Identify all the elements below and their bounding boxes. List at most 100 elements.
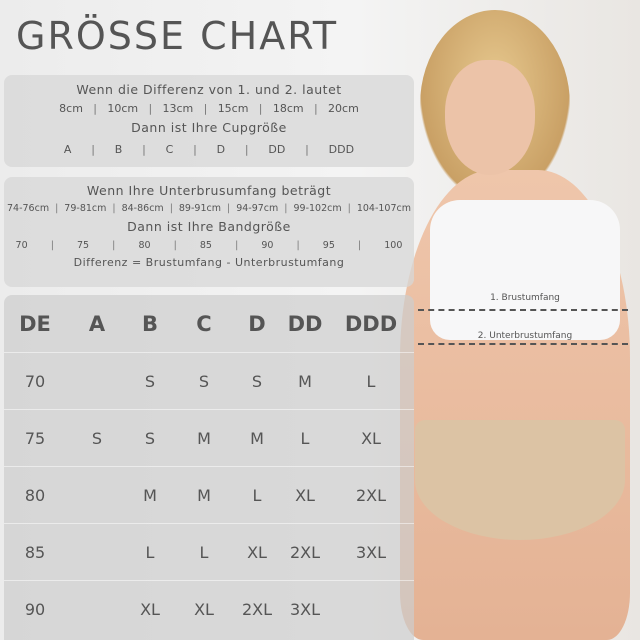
table-cell: S <box>144 371 156 391</box>
difference-value: 10cm <box>107 102 139 115</box>
cup-value: B <box>114 143 123 156</box>
difference-value: 8cm <box>59 102 83 115</box>
range-value: 99-102cm <box>293 203 342 214</box>
band-subheading: Dann ist Ihre Bandgröße <box>127 219 291 234</box>
page-title: GRÖSSE CHART <box>16 14 339 58</box>
separator: | <box>173 240 177 251</box>
band-panel: Wenn Ihre Unterbrusumfang beträgt 74-76c… <box>4 177 414 287</box>
table-cell: 3XL <box>289 599 321 619</box>
separator: | <box>112 240 116 251</box>
range-value: 74-76cm <box>7 203 50 214</box>
separator: | <box>148 102 153 115</box>
table-row: 90 XL XL 2XL 3XL <box>4 580 414 637</box>
table-cell: XL <box>140 599 160 619</box>
separator: | <box>305 143 309 156</box>
table-cell: M <box>250 428 264 448</box>
separator: | <box>91 143 95 156</box>
cup-subheading: Dann ist Ihre Cupgröße <box>131 120 287 135</box>
table-cell: 2XL <box>241 599 273 619</box>
table-cell: XL <box>361 428 381 448</box>
table-cell: 2XL <box>289 542 321 562</box>
table-cell: 90 <box>24 599 46 619</box>
bra <box>430 200 620 340</box>
table-row: 70 S S S M L <box>4 352 414 409</box>
cup-heading: Wenn die Differenz von 1. und 2. lautet <box>76 82 342 97</box>
table-cell: 2XL <box>355 485 387 505</box>
bust-line <box>418 309 628 311</box>
separator: | <box>55 203 59 214</box>
band-value: 70 <box>15 240 28 251</box>
range-value: 89-91cm <box>178 203 221 214</box>
separator: | <box>142 143 146 156</box>
separator: | <box>357 240 362 251</box>
range-value: 84-86cm <box>121 203 164 214</box>
cup-panel: Wenn die Differenz von 1. und 2. lautet … <box>4 75 414 167</box>
table-cell: L <box>145 542 155 562</box>
separator: | <box>203 102 208 115</box>
table-cell: S <box>251 371 263 391</box>
band-value: 100 <box>384 240 403 251</box>
table-cell: S <box>144 428 156 448</box>
difference-value: 20cm <box>328 102 359 115</box>
difference-value: 15cm <box>217 102 249 115</box>
cup-value: D <box>216 143 226 156</box>
difference-value: 13cm <box>162 102 194 115</box>
table-row: 85 L L XL 2XL 3XL <box>4 523 414 580</box>
table-row: 80 M M L XL 2XL <box>4 466 414 523</box>
bust-label: 1. Brustumfang <box>490 293 560 303</box>
band-heading: Wenn Ihre Unterbrusumfang beträgt <box>86 183 332 198</box>
separator: | <box>313 102 318 115</box>
separator: | <box>296 240 300 251</box>
table-header: DE A B C D DD DDD <box>4 295 414 352</box>
table-cell: 3XL <box>355 542 387 562</box>
cup-list: A | B | C | D | DD | DDD <box>54 143 364 156</box>
table-cell: S <box>91 428 103 448</box>
table-cell: L <box>252 485 262 505</box>
cup-value: DDD <box>328 143 355 156</box>
table-cell: 75 <box>24 428 46 448</box>
range-value: 79-81cm <box>64 203 107 214</box>
table-cell: L <box>300 428 310 448</box>
cup-value: A <box>63 143 72 156</box>
band-value: 95 <box>322 240 335 251</box>
cup-value: DD <box>268 143 286 156</box>
formula: Differenz = Brustumfang - Unterbrustumfa… <box>73 256 345 269</box>
difference-value: 18cm <box>272 102 304 115</box>
header-cell: DE <box>19 311 51 336</box>
header-cell: A <box>88 311 106 336</box>
table-cell: XL <box>295 485 315 505</box>
table-cell: 85 <box>24 542 46 562</box>
face <box>445 60 535 175</box>
band-list: 70 | 75 | 80 | 85 | 90 | 95 | 100 <box>4 240 414 251</box>
separator: | <box>112 203 116 214</box>
brief <box>415 420 625 540</box>
band-value: 85 <box>199 240 212 251</box>
underbust-label: 2. Unterbrustumfang <box>477 331 573 341</box>
difference-list: 8cm | 10cm | 13cm | 15cm | 18cm | 20cm <box>54 102 364 115</box>
table-cell: M <box>197 428 211 448</box>
separator: | <box>193 143 197 156</box>
table-cell: M <box>143 485 157 505</box>
header-cell: B <box>141 311 159 336</box>
header-cell: DD <box>287 311 323 336</box>
header-cell: D <box>248 311 266 336</box>
separator: | <box>93 102 97 115</box>
separator: | <box>50 240 54 251</box>
separator: | <box>235 240 239 251</box>
table-cell: S <box>198 371 210 391</box>
table-cell: M <box>298 371 312 391</box>
separator: | <box>169 203 173 214</box>
size-table: DE A B C D DD DDD 70 S S S M L 75 S S M M L XL 80 M M L XL 2XL 85 L… <box>4 295 414 640</box>
range-value: 104-107cm <box>356 203 411 214</box>
band-value: 90 <box>261 240 274 251</box>
table-cell: L <box>199 542 209 562</box>
range-list: 74-76cm | 79-81cm | 84-86cm | 89-91cm | 94-97cm |… <box>4 203 414 214</box>
separator: | <box>226 203 231 214</box>
table-cell: L <box>366 371 376 391</box>
table-cell: XL <box>247 542 267 562</box>
table-cell: XL <box>194 599 214 619</box>
band-value: 80 <box>138 240 151 251</box>
header-cell: C <box>196 311 212 336</box>
separator: | <box>244 143 249 156</box>
table-cell: M <box>197 485 211 505</box>
